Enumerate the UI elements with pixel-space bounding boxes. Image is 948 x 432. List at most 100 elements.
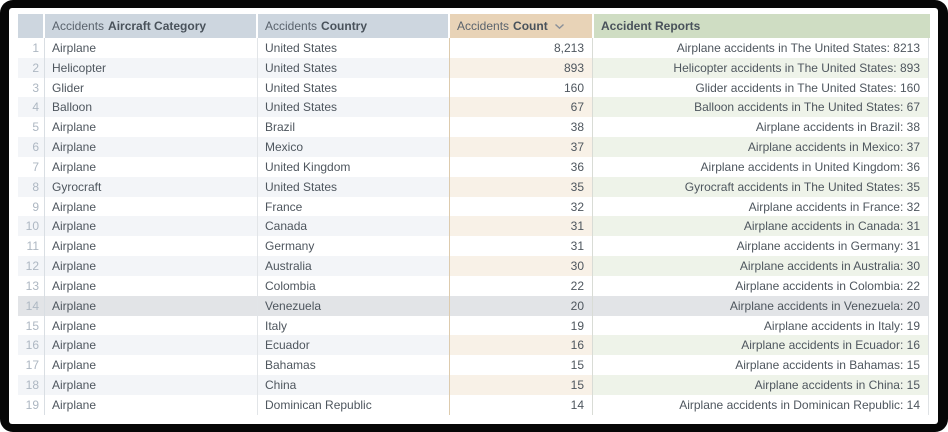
table-row[interactable]: 6 Airplane Mexico 37 Airplane accidents … (18, 137, 930, 157)
count-cell[interactable]: 893 (449, 57, 593, 78)
count-cell[interactable]: 38 (449, 117, 593, 138)
count-cell[interactable]: 14 (449, 394, 593, 415)
column-header-accident-reports[interactable]: Accident Reports (594, 14, 930, 38)
table-row[interactable]: 17 Airplane Bahamas 15 Airplane accident… (18, 355, 930, 376)
accident-report-cell[interactable]: Airplane accidents in Brazil: 38 (593, 117, 929, 138)
aircraft-category-cell[interactable]: Airplane (45, 275, 258, 296)
count-cell[interactable]: 19 (449, 315, 593, 336)
aircraft-category-cell[interactable]: Airplane (45, 117, 258, 138)
accident-report-cell[interactable]: Airplane accidents in Colombia: 22 (593, 275, 929, 296)
country-cell[interactable]: United States (258, 38, 450, 58)
count-cell[interactable]: 15 (449, 355, 593, 376)
country-cell[interactable]: Colombia (258, 275, 450, 296)
table-row[interactable]: 4 Balloon United States 67 Balloon accid… (18, 97, 930, 118)
accident-report-cell[interactable]: Airplane accidents in Dominican Republic… (593, 394, 929, 415)
count-cell[interactable]: 36 (449, 156, 593, 177)
table-row[interactable]: 18 Airplane China 15 Airplane accidents … (18, 375, 930, 395)
aircraft-category-cell[interactable]: Balloon (45, 97, 258, 118)
country-cell[interactable]: Italy (258, 315, 450, 336)
aircraft-category-cell[interactable]: Airplane (45, 236, 258, 257)
accident-report-cell[interactable]: Airplane accidents in Australia: 30 (593, 256, 929, 276)
accident-report-cell[interactable]: Airplane accidents in France: 32 (593, 196, 929, 217)
table-row[interactable]: 11 Airplane Germany 31 Airplane accident… (18, 236, 930, 257)
count-cell[interactable]: 8,213 (449, 38, 593, 58)
accident-report-cell[interactable]: Balloon accidents in The United States: … (593, 97, 929, 118)
aircraft-category-cell[interactable]: Airplane (45, 394, 258, 415)
count-cell[interactable]: 22 (449, 275, 593, 296)
accident-report-cell[interactable]: Airplane accidents in Bahamas: 15 (593, 355, 929, 376)
country-cell[interactable]: Canada (258, 216, 450, 237)
count-cell[interactable]: 35 (449, 176, 593, 197)
count-cell[interactable]: 160 (449, 77, 593, 98)
table-row[interactable]: 10 Airplane Canada 31 Airplane accidents… (18, 216, 930, 237)
aircraft-category-cell[interactable]: Airplane (45, 315, 258, 336)
table-row[interactable]: 15 Airplane Italy 19 Airplane accidents … (18, 315, 930, 336)
count-cell[interactable]: 16 (449, 335, 593, 356)
count-cell[interactable]: 31 (449, 216, 593, 237)
count-cell[interactable]: 32 (449, 196, 593, 217)
table-row[interactable]: 12 Airplane Australia 30 Airplane accide… (18, 256, 930, 276)
table-row[interactable]: 7 Airplane United Kingdom 36 Airplane ac… (18, 156, 930, 177)
count-cell[interactable]: 20 (449, 295, 593, 316)
table-row[interactable]: 14 Airplane Venezuela 20 Airplane accide… (18, 295, 930, 316)
aircraft-category-cell[interactable]: Airplane (45, 38, 258, 58)
table-row[interactable]: 16 Airplane Ecuador 16 Airplane accident… (18, 335, 930, 356)
accident-report-cell[interactable]: Airplane accidents in China: 15 (593, 375, 929, 395)
aircraft-category-cell[interactable]: Glider (45, 77, 258, 98)
country-cell[interactable]: China (258, 375, 450, 395)
accident-report-cell[interactable]: Airplane accidents in United Kingdom: 36 (593, 156, 929, 177)
column-header-count[interactable]: Accidents Count (450, 14, 594, 38)
accident-report-cell[interactable]: Gyrocraft accidents in The United States… (593, 176, 929, 197)
accident-report-cell[interactable]: Airplane accidents in Germany: 31 (593, 236, 929, 257)
count-cell[interactable]: 67 (449, 97, 593, 118)
accident-report-cell[interactable]: Airplane accidents in Canada: 31 (593, 216, 929, 237)
accident-report-cell[interactable]: Airplane accidents in Ecuador: 16 (593, 335, 929, 356)
aircraft-category-cell[interactable]: Airplane (45, 196, 258, 217)
table-row[interactable]: 19 Airplane Dominican Republic 14 Airpla… (18, 394, 930, 415)
count-cell[interactable]: 15 (449, 375, 593, 395)
country-cell[interactable]: United States (258, 57, 450, 78)
country-cell[interactable]: United States (258, 97, 450, 118)
accident-report-cell[interactable]: Airplane accidents in Italy: 19 (593, 315, 929, 336)
country-cell[interactable]: Ecuador (258, 335, 450, 356)
country-cell[interactable]: United Kingdom (258, 156, 450, 177)
table-row[interactable]: 9 Airplane France 32 Airplane accidents … (18, 196, 930, 217)
accident-report-cell[interactable]: Airplane accidents in The United States:… (593, 38, 929, 58)
accident-report-cell[interactable]: Airplane accidents in Venezuela: 20 (593, 295, 929, 316)
aircraft-category-cell[interactable]: Airplane (45, 137, 258, 157)
country-cell[interactable]: United States (258, 77, 450, 98)
country-cell[interactable]: Mexico (258, 137, 450, 157)
country-cell[interactable]: France (258, 196, 450, 217)
table-row[interactable]: 5 Airplane Brazil 38 Airplane accidents … (18, 117, 930, 138)
aircraft-category-cell[interactable]: Airplane (45, 216, 258, 237)
column-header-country[interactable]: Accidents Country (258, 14, 450, 38)
country-cell[interactable]: Bahamas (258, 355, 450, 376)
country-cell[interactable]: Brazil (258, 117, 450, 138)
column-header-aircraft-category[interactable]: Accidents Aircraft Category (45, 14, 258, 38)
country-cell[interactable]: Dominican Republic (258, 394, 450, 415)
country-cell[interactable]: Germany (258, 236, 450, 257)
aircraft-category-cell[interactable]: Airplane (45, 295, 258, 316)
accident-report-cell[interactable]: Airplane accidents in Mexico: 37 (593, 137, 929, 157)
count-cell[interactable]: 30 (449, 256, 593, 276)
table-row[interactable]: 3 Glider United States 160 Glider accide… (18, 77, 930, 98)
country-cell[interactable]: United States (258, 176, 450, 197)
aircraft-category-cell[interactable]: Airplane (45, 256, 258, 276)
aircraft-category-cell[interactable]: Airplane (45, 355, 258, 376)
aircraft-category-cell[interactable]: Airplane (45, 335, 258, 356)
aircraft-category-cell[interactable]: Airplane (45, 375, 258, 395)
table-row[interactable]: 1 Airplane United States 8,213 Airplane … (18, 38, 930, 58)
count-cell[interactable]: 37 (449, 137, 593, 157)
table-row[interactable]: 13 Airplane Colombia 22 Airplane acciden… (18, 275, 930, 296)
table-row[interactable]: 2 Helicopter United States 893 Helicopte… (18, 57, 930, 78)
accident-report-cell[interactable]: Helicopter accidents in The United State… (593, 57, 929, 78)
table-row[interactable]: 8 Gyrocraft United States 35 Gyrocraft a… (18, 176, 930, 197)
aircraft-category-cell[interactable]: Gyrocraft (45, 176, 258, 197)
accident-report-cell[interactable]: Glider accidents in The United States: 1… (593, 77, 929, 98)
count-cell[interactable]: 31 (449, 236, 593, 257)
aircraft-category-cell[interactable]: Airplane (45, 156, 258, 177)
aircraft-category-cell[interactable]: Helicopter (45, 57, 258, 78)
country-cell[interactable]: Australia (258, 256, 450, 276)
country-cell[interactable]: Venezuela (258, 295, 450, 316)
